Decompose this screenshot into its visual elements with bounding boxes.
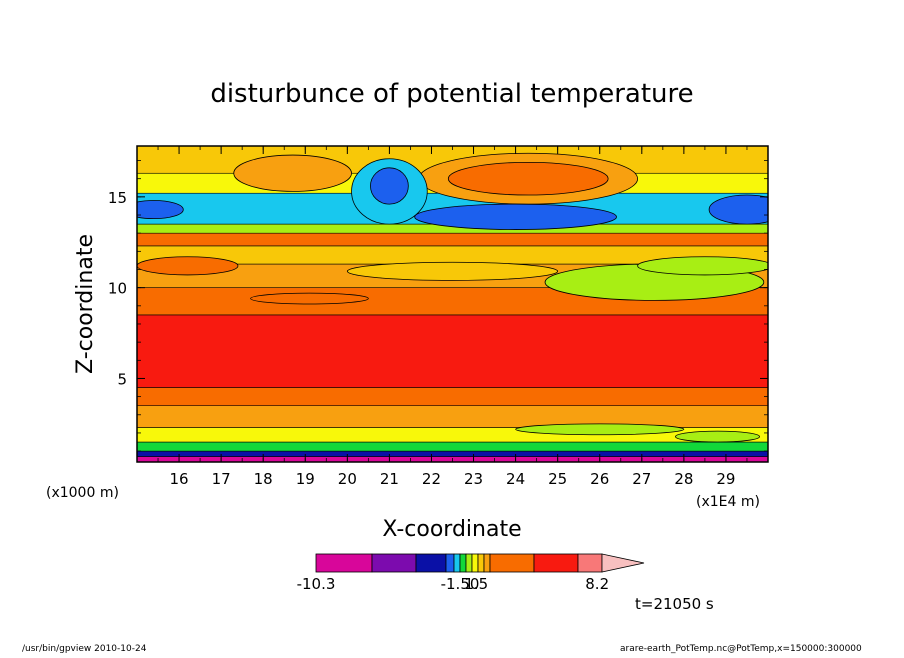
footer-right: arare-earth_PotTemp.nc@PotTemp,x=150000:… — [620, 644, 862, 654]
colorbar-extend-arrow — [601, 553, 645, 573]
contour-region-11 — [137, 256, 239, 276]
y-unit-label: (x1000 m) — [46, 485, 119, 501]
colorbar-segment — [459, 553, 467, 573]
contour-band-1 — [137, 450, 768, 457]
y-tick-label: 10 — [108, 280, 127, 298]
x-tick-label: 23 — [464, 470, 483, 488]
x-axis-label: X-coordinate — [382, 517, 521, 542]
contour-region-1 — [447, 161, 609, 196]
colorbar-segment — [415, 553, 447, 573]
contour-band-10 — [137, 232, 768, 247]
contour-region-12 — [250, 292, 369, 305]
x-tick-label: 28 — [674, 470, 693, 488]
contour-band-2 — [137, 441, 768, 452]
colorbar-label: -1.50 — [441, 575, 480, 593]
colorbar — [315, 553, 645, 573]
contour-region-5 — [414, 203, 617, 230]
y-tick-label: 5 — [117, 370, 127, 388]
colorbar-label: 1.5 — [464, 575, 488, 593]
x-tick-label: 27 — [632, 470, 651, 488]
x-tick-label: 17 — [212, 470, 231, 488]
colorbar-label: 8.2 — [585, 575, 609, 593]
y-axis-ticks: 5 10 15 — [108, 160, 768, 452]
colorbar-segment — [445, 553, 455, 573]
contour-region-7 — [137, 200, 184, 220]
chart-title: disturbunce of potential temperature — [210, 79, 693, 109]
contour-region-6 — [708, 194, 768, 225]
x-tick-label: 20 — [338, 470, 357, 488]
colorbar-segment — [577, 553, 603, 573]
colorbar-segment — [533, 553, 579, 573]
contour-region-9 — [637, 256, 768, 276]
x-tick-label: 29 — [716, 470, 735, 488]
x-tick-label: 25 — [548, 470, 567, 488]
x-axis-ticks: 16 17 18 19 20 21 22 23 24 25 26 27 28 29 — [136, 146, 769, 488]
contour-region-13 — [515, 423, 685, 436]
colorbar-segment — [483, 553, 491, 573]
contour-band-4 — [137, 405, 768, 428]
x-tick-label: 16 — [170, 470, 189, 488]
colorbar-segment — [465, 553, 473, 573]
contour-region-10 — [346, 261, 559, 281]
contour-region-14 — [675, 430, 760, 443]
x-tick-label: 21 — [380, 470, 399, 488]
colorbar-segment — [315, 553, 373, 573]
contour-plot — [137, 146, 768, 462]
contour-region-2 — [233, 154, 352, 192]
time-label: t=21050 s — [635, 595, 714, 613]
colorbar-segment — [453, 553, 461, 573]
x-tick-label: 18 — [254, 470, 273, 488]
y-axis-label: Z-coordinate — [73, 234, 98, 374]
x-tick-label: 26 — [590, 470, 609, 488]
colorbar-labels: -10.3 -1.501.5 8.2 — [297, 575, 610, 593]
y-tick-label: 15 — [108, 189, 127, 207]
contour-region-4 — [370, 167, 409, 205]
contour-band-6 — [137, 314, 768, 388]
contour-band-5 — [137, 387, 768, 407]
colorbar-segment — [471, 553, 479, 573]
x-tick-label: 19 — [296, 470, 315, 488]
colorbar-segment — [371, 553, 417, 573]
x-tick-label: 24 — [506, 470, 525, 488]
x-unit-label: (x1E4 m) — [696, 494, 760, 510]
colorbar-segment — [489, 553, 535, 573]
colorbar-label: -10.3 — [297, 575, 336, 593]
colorbar-segment — [477, 553, 485, 573]
footer-left: /usr/bin/gpview 2010-10-24 — [22, 644, 147, 654]
x-tick-label: 22 — [422, 470, 441, 488]
